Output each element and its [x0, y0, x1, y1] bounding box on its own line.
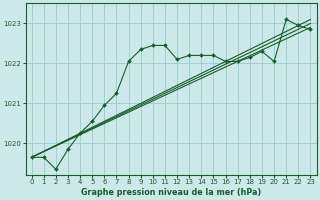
X-axis label: Graphe pression niveau de la mer (hPa): Graphe pression niveau de la mer (hPa)	[81, 188, 261, 197]
